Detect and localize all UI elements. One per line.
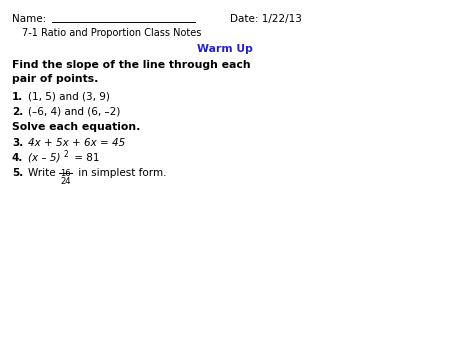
Text: Find the slope of the line through each: Find the slope of the line through each [12,60,251,70]
Text: 24: 24 [60,177,71,186]
Text: Warm Up: Warm Up [197,44,253,54]
Text: 4x + 5x + 6x = 45: 4x + 5x + 6x = 45 [28,138,125,148]
Text: 2: 2 [64,150,69,159]
Text: 2.: 2. [12,107,23,117]
Text: 7-1 Ratio and Proportion Class Notes: 7-1 Ratio and Proportion Class Notes [22,28,202,38]
Text: (–6, 4) and (6, –2): (–6, 4) and (6, –2) [28,107,121,117]
Text: 4.: 4. [12,153,23,163]
Text: (x – 5): (x – 5) [28,153,60,163]
Text: Solve each equation.: Solve each equation. [12,122,140,132]
Text: 1.: 1. [12,92,23,102]
Text: 3.: 3. [12,138,23,148]
Text: Name:: Name: [12,14,46,24]
Text: Date: 1/22/13: Date: 1/22/13 [230,14,302,24]
Text: in simplest form.: in simplest form. [75,168,166,178]
Text: 5.: 5. [12,168,23,178]
Text: (1, 5) and (3, 9): (1, 5) and (3, 9) [28,92,110,102]
Text: Write: Write [28,168,59,178]
Text: pair of points.: pair of points. [12,74,99,84]
Text: = 81: = 81 [71,153,99,163]
Text: 16: 16 [60,169,71,178]
